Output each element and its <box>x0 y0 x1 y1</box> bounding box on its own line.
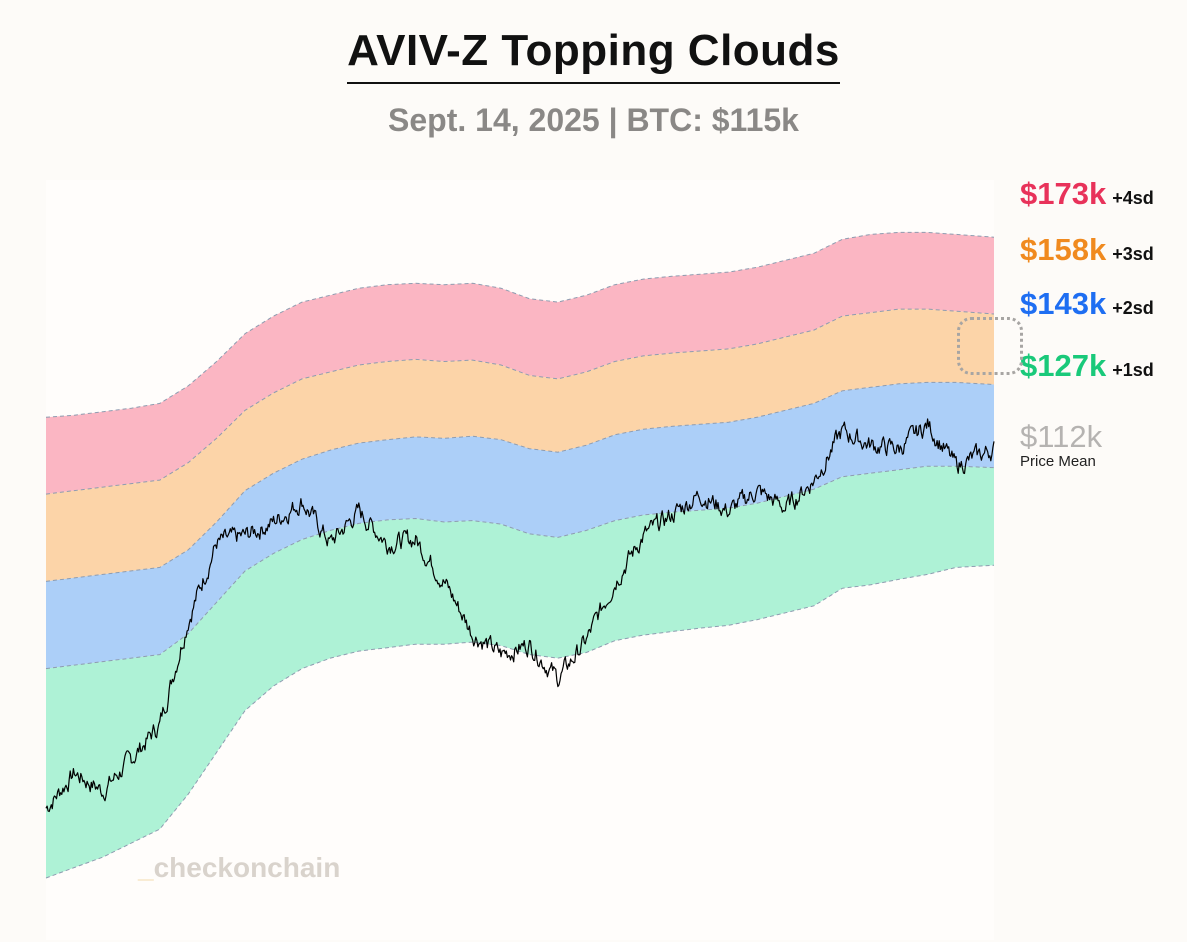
label-2sd-sd: +2sd <box>1112 298 1154 318</box>
label-2sd: $143k +2sd <box>1020 286 1154 322</box>
watermark-text: checkonchain <box>153 852 341 883</box>
chart-title: AVIV-Z Topping Clouds <box>347 26 840 84</box>
edge-plus-2sd <box>45 381 995 582</box>
label-mean-value: $112k <box>1020 419 1103 454</box>
edge-plus-4sd <box>45 231 995 418</box>
watermark-underscore: _ <box>138 852 154 883</box>
highlight-marker <box>957 317 1023 375</box>
watermark: _checkonchain <box>138 852 340 884</box>
band-edges-group <box>45 231 995 879</box>
price-line-group <box>45 418 995 813</box>
label-1sd: $127k +1sd <box>1020 348 1154 384</box>
band-plus-4sd <box>46 232 994 495</box>
label-4sd-sd: +4sd <box>1112 188 1154 208</box>
band-plus-1sd <box>46 466 994 878</box>
label-2sd-value: $143k <box>1020 286 1107 321</box>
label-3sd: $158k +3sd <box>1020 232 1154 268</box>
label-3sd-value: $158k <box>1020 232 1107 267</box>
label-1sd-sd: +1sd <box>1112 360 1154 380</box>
btc-price-line <box>45 418 995 813</box>
label-3sd-sd: +3sd <box>1112 244 1154 264</box>
edge-plus-3sd <box>45 308 995 495</box>
chart-subtitle: Sept. 14, 2025 | BTC: $115k <box>388 102 799 138</box>
label-4sd: $173k +4sd <box>1020 176 1154 212</box>
label-4sd-value: $173k <box>1020 176 1107 211</box>
label-mean: $112k Price Mean <box>1020 419 1102 470</box>
edge-plus-1sd <box>45 465 995 670</box>
label-1sd-value: $127k <box>1020 348 1107 383</box>
label-mean-text: Price Mean <box>1020 453 1096 470</box>
band-plus-2sd <box>46 382 994 669</box>
title-wrap: AVIV-Z Topping Clouds <box>0 26 1187 84</box>
band-plus-3sd <box>46 309 994 582</box>
bands-group <box>46 232 994 878</box>
